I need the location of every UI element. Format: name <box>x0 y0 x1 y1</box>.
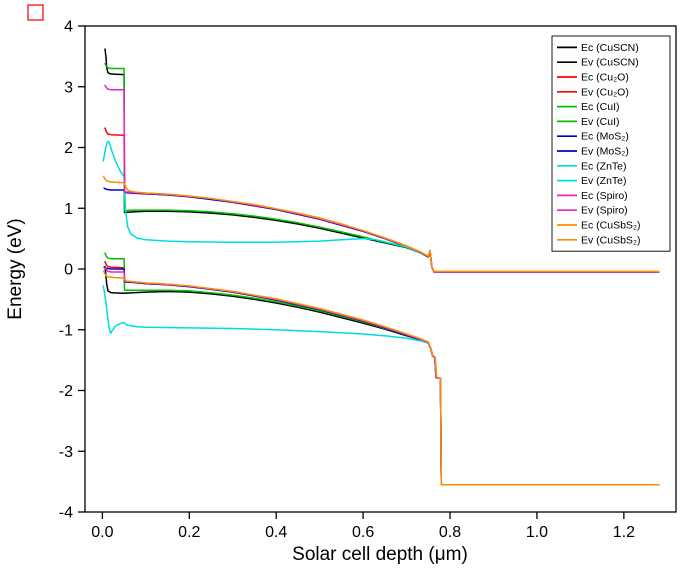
x-tick-label: 0.6 <box>352 524 374 541</box>
x-tick-label: 1.2 <box>613 524 635 541</box>
x-tick-label: 0.8 <box>439 524 461 541</box>
y-tick-label: 3 <box>64 79 73 96</box>
x-tick-label: 1.0 <box>526 524 548 541</box>
legend-label: Ev (CuSCN) <box>581 57 639 69</box>
legend-label: Ev (CuSbS₂) <box>581 234 641 246</box>
y-tick-label: 4 <box>64 19 73 36</box>
x-tick-label: 0.2 <box>178 524 200 541</box>
legend-label: Ec (CuSCN) <box>581 42 639 54</box>
y-tick-label: -4 <box>59 505 73 522</box>
legend-label: Ec (Cu₂O) <box>581 72 629 84</box>
legend-label: Ev (MoS₂) <box>581 146 629 158</box>
y-axis-label: Energy (eV) <box>5 218 26 319</box>
legend-label: Ec (CuSbS₂) <box>581 220 641 232</box>
legend-label: Ec (CuI) <box>581 101 620 113</box>
plot-area: 0.0 0.2 0.4 0.6 0.8 1.0 1.2 -4 -3 -2 -1 0 1 2 3 4 Ec (Cu… <box>59 19 677 541</box>
series-line-13 <box>102 270 660 486</box>
legend-label: Ev (CuI) <box>581 116 620 128</box>
y-tick-label: 1 <box>64 201 73 218</box>
x-tick-label: 0.4 <box>265 524 287 541</box>
red-corner-marker <box>27 4 44 21</box>
legend-label: Ev (Cu₂O) <box>581 86 629 98</box>
x-axis-label: Solar cell depth (μm) <box>292 544 468 565</box>
y-tick-label: -3 <box>59 444 73 461</box>
legend-label: Ec (MoS₂) <box>581 131 629 143</box>
legend-label: Ev (ZnTe) <box>581 175 627 187</box>
y-tick-label: -2 <box>59 383 73 400</box>
legend-label: Ev (Spiro) <box>581 205 628 217</box>
legend-box <box>551 35 671 252</box>
legend-label: Ec (Spiro) <box>581 190 628 202</box>
x-tick-label: 0.0 <box>91 524 113 541</box>
y-tick-label: 0 <box>64 262 73 279</box>
legend-label: Ec (ZnTe) <box>581 160 627 172</box>
series-line-12 <box>102 175 660 273</box>
y-tick-label: 2 <box>64 140 73 157</box>
y-tick-label: -1 <box>59 322 73 339</box>
